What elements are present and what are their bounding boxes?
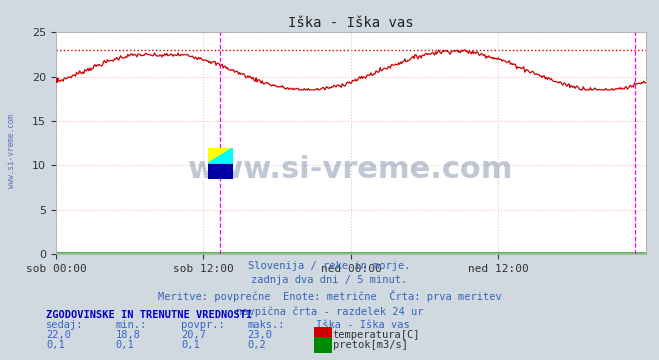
Polygon shape xyxy=(208,148,233,163)
Polygon shape xyxy=(208,163,233,179)
Text: Iška - Iška vas: Iška - Iška vas xyxy=(316,320,410,330)
Text: www.si-vreme.com: www.si-vreme.com xyxy=(7,114,16,188)
Text: ZGODOVINSKE IN TRENUTNE VREDNOSTI: ZGODOVINSKE IN TRENUTNE VREDNOSTI xyxy=(46,310,252,320)
Title: Iška - Iška vas: Iška - Iška vas xyxy=(288,16,414,30)
Text: temperatura[C]: temperatura[C] xyxy=(333,330,420,340)
Text: sedaj:: sedaj: xyxy=(46,320,84,330)
Text: 0,2: 0,2 xyxy=(247,340,266,350)
Text: povpr.:: povpr.: xyxy=(181,320,225,330)
Text: pretok[m3/s]: pretok[m3/s] xyxy=(333,340,408,350)
Text: Slovenija / reke in morje.
zadnja dva dni / 5 minut.
Meritve: povprečne  Enote: : Slovenija / reke in morje. zadnja dva dn… xyxy=(158,261,501,317)
Text: 0,1: 0,1 xyxy=(181,340,200,350)
Polygon shape xyxy=(208,148,233,163)
Text: maks.:: maks.: xyxy=(247,320,285,330)
Text: 0,1: 0,1 xyxy=(115,340,134,350)
Text: www.si-vreme.com: www.si-vreme.com xyxy=(188,155,513,184)
Text: 23,0: 23,0 xyxy=(247,330,272,340)
Text: 18,8: 18,8 xyxy=(115,330,140,340)
Text: 20,7: 20,7 xyxy=(181,330,206,340)
Text: min.:: min.: xyxy=(115,320,146,330)
Text: 22,0: 22,0 xyxy=(46,330,71,340)
Text: 0,1: 0,1 xyxy=(46,340,65,350)
